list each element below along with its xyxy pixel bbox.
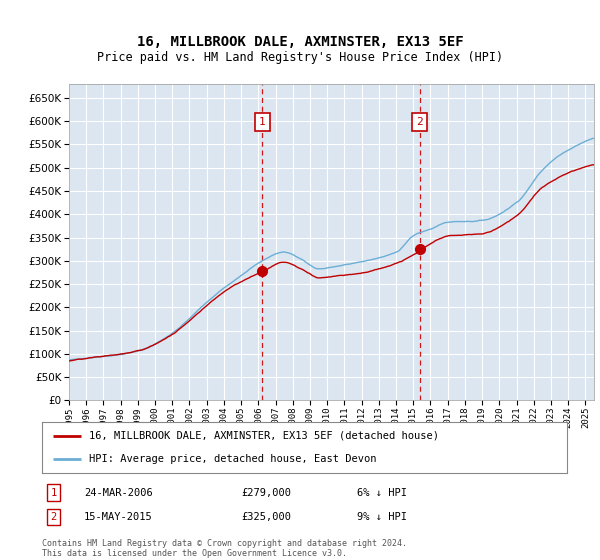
Text: £279,000: £279,000 <box>241 488 292 497</box>
Text: 2: 2 <box>50 512 56 522</box>
Text: 1: 1 <box>50 488 56 497</box>
Text: £325,000: £325,000 <box>241 512 292 522</box>
Text: HPI: Average price, detached house, East Devon: HPI: Average price, detached house, East… <box>89 454 377 464</box>
Text: 2: 2 <box>416 117 423 127</box>
Text: 1: 1 <box>259 117 266 127</box>
Text: 24-MAR-2006: 24-MAR-2006 <box>84 488 153 497</box>
Text: 16, MILLBROOK DALE, AXMINSTER, EX13 5EF: 16, MILLBROOK DALE, AXMINSTER, EX13 5EF <box>137 35 463 49</box>
Text: Contains HM Land Registry data © Crown copyright and database right 2024.
This d: Contains HM Land Registry data © Crown c… <box>42 539 407 558</box>
Text: 15-MAY-2015: 15-MAY-2015 <box>84 512 153 522</box>
Text: Price paid vs. HM Land Registry's House Price Index (HPI): Price paid vs. HM Land Registry's House … <box>97 50 503 64</box>
Text: 6% ↓ HPI: 6% ↓ HPI <box>357 488 407 497</box>
Text: 9% ↓ HPI: 9% ↓ HPI <box>357 512 407 522</box>
Text: 16, MILLBROOK DALE, AXMINSTER, EX13 5EF (detached house): 16, MILLBROOK DALE, AXMINSTER, EX13 5EF … <box>89 431 439 441</box>
